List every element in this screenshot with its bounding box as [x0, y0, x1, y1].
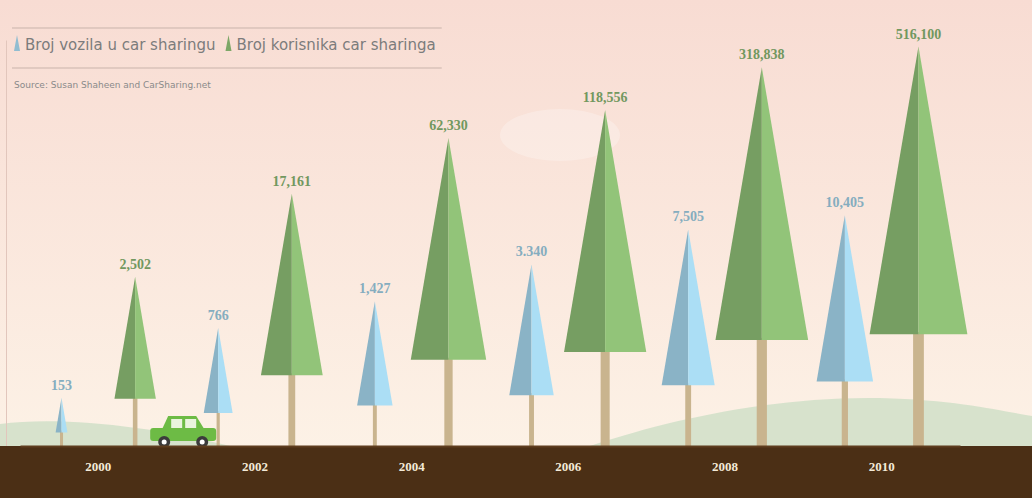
tree-canopy-right [375, 301, 393, 405]
plot-area [56, 47, 968, 446]
tree [817, 215, 873, 446]
tree-canopy-right [532, 264, 554, 395]
ground [0, 446, 1032, 498]
x-tick: 2006 [555, 446, 582, 474]
x-tick-label: 2000 [85, 459, 111, 474]
tree [56, 398, 68, 446]
tree [564, 110, 646, 446]
legend: Broj vozila u car sharingu Broj korisnika… [12, 28, 442, 68]
y-axis [6, 41, 7, 447]
x-tick-label: 2006 [555, 459, 582, 474]
tree-canopy-left [411, 138, 449, 360]
car-window [171, 419, 182, 428]
tree [411, 138, 486, 446]
legend-rule [12, 68, 442, 69]
car-hubcap [200, 440, 205, 445]
hill [590, 398, 1032, 446]
background [0, 0, 1032, 498]
tree-canopy-right [62, 398, 68, 433]
x-tick: 2000 [85, 446, 111, 474]
data-label: 153 [51, 378, 72, 393]
x-tick: 2004 [399, 446, 426, 474]
x-axis: 2000 2002 2004 2006 2008 2010 [21, 446, 961, 474]
x-tick: 2002 [242, 446, 268, 474]
source-note: Source: Susan Shaheen and CarSharing.net [14, 80, 211, 90]
tree [114, 277, 155, 446]
tree-trunk [444, 358, 452, 446]
tree-trunk [685, 383, 691, 446]
x-tick-label: 2004 [399, 459, 426, 474]
tree-trunk [373, 403, 377, 446]
x-tick: 2010 [869, 446, 895, 474]
tree-canopy-left [715, 67, 761, 340]
data-label: 118,556 [583, 90, 628, 105]
data-label: 2,502 [119, 257, 151, 272]
car-hubcap [162, 440, 167, 445]
axis-line [6, 41, 7, 447]
tree-canopy-right [918, 47, 967, 335]
tree-canopy-left [817, 215, 845, 381]
tree-canopy-right [292, 194, 323, 376]
tree-canopy-left [662, 229, 689, 385]
chart: 153 766 1,427 3.340 7,505 10,405 2,502 17,161 62… [0, 0, 1032, 498]
tree [870, 47, 968, 446]
x-tick-label: 2002 [242, 459, 268, 474]
data-label: 10,405 [826, 195, 865, 210]
tree-canopy-left [509, 264, 531, 395]
tree [357, 301, 392, 446]
tree-canopy-left [56, 398, 62, 433]
tree-canopy-left [564, 110, 605, 352]
tree [662, 229, 715, 446]
tree [509, 264, 553, 446]
tree-canopy-right [218, 328, 232, 413]
tree-trunk [288, 373, 295, 446]
data-label: 766 [208, 308, 229, 323]
tree-canopy-left [114, 277, 135, 399]
tree [715, 67, 808, 446]
tree-trunk [60, 430, 63, 446]
legend-swatch [14, 35, 20, 51]
tree-canopy-left [204, 328, 218, 413]
tree-canopy-right [605, 110, 646, 352]
data-label: 62,330 [429, 118, 468, 133]
x-tick: 2008 [712, 446, 739, 474]
data-label: 318,838 [739, 47, 785, 62]
legend-rule [12, 28, 442, 29]
tree-canopy-right [845, 215, 873, 381]
legend-label: Broj korisnika car sharinga [237, 36, 436, 54]
legend-label: Broj vozila u car sharingu [25, 36, 216, 54]
data-label: 17,161 [273, 174, 312, 189]
tree [261, 194, 323, 446]
tree-trunk [601, 350, 610, 446]
tree-trunk [529, 393, 534, 446]
data-label: 3.340 [516, 244, 548, 259]
tree-canopy-left [870, 47, 919, 335]
tree-canopy-right [762, 67, 808, 340]
tree-trunk [913, 332, 924, 446]
legend-swatch [226, 35, 232, 51]
tree-canopy-right [688, 229, 715, 385]
data-label: 7,505 [672, 209, 704, 224]
car-window [185, 419, 196, 428]
tree-trunk [757, 338, 767, 446]
data-label: 516,100 [896, 27, 942, 42]
tree-trunk [842, 379, 848, 446]
tree-canopy-left [357, 301, 375, 405]
tree-trunk [133, 397, 138, 446]
tree-canopy-right [135, 277, 156, 399]
tree-canopy-right [448, 138, 486, 360]
x-tick-label: 2008 [712, 459, 739, 474]
x-tick-label: 2010 [869, 459, 895, 474]
car [150, 416, 216, 448]
tree-trunk [217, 411, 220, 446]
data-label: 1,427 [359, 281, 391, 296]
car-roof [162, 416, 204, 429]
axis-line [21, 446, 961, 448]
tree-canopy-left [261, 194, 292, 376]
